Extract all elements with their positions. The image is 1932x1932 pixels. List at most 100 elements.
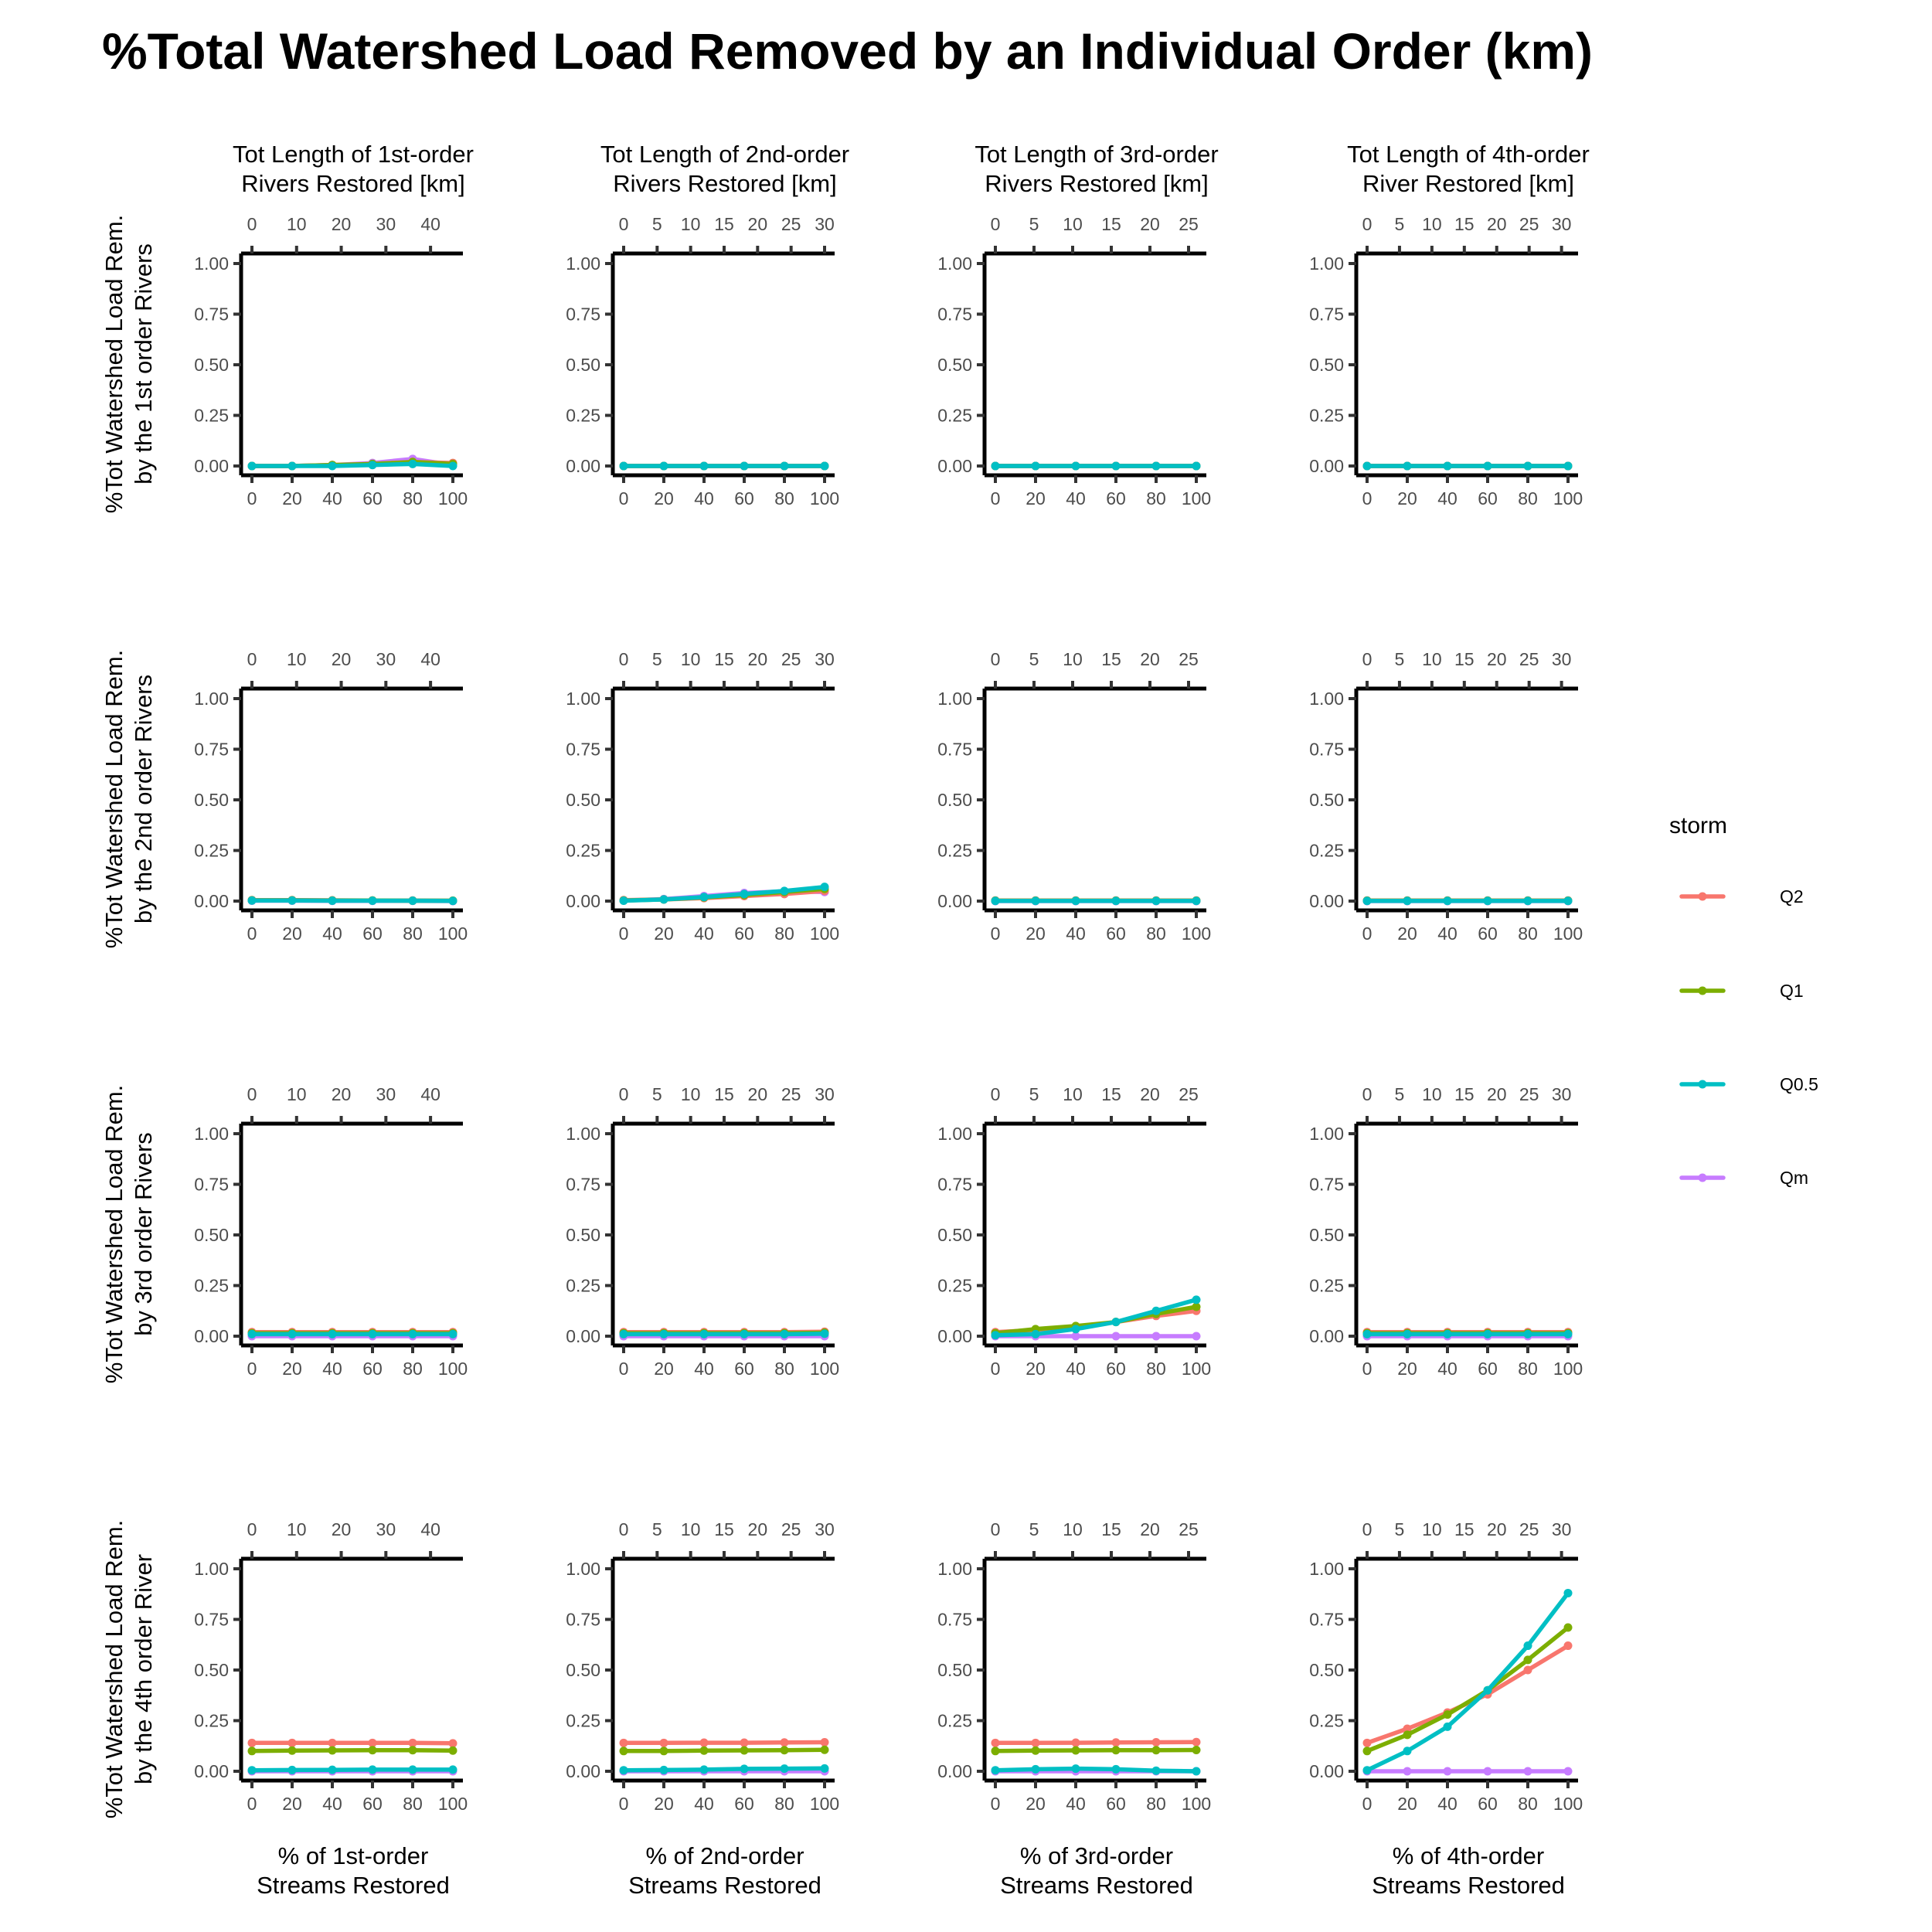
- data-point-Q0-5: [287, 1765, 297, 1774]
- data-point-Q0-5: [1111, 1318, 1121, 1327]
- x-tick-label: 0: [1362, 1359, 1372, 1379]
- data-point-Q2: [991, 1738, 1000, 1747]
- top-tick-label: 20: [1140, 214, 1160, 234]
- x-tick-label: 20: [1397, 488, 1417, 509]
- data-point-Q0-5: [1483, 1329, 1492, 1338]
- data-point-Q1: [740, 1746, 749, 1755]
- data-point-Q2: [247, 1738, 257, 1747]
- legend-label-Q1: Q1: [1780, 981, 1804, 1001]
- top-tick-label: 15: [714, 649, 734, 669]
- y-tick-label: 0.50: [937, 1660, 972, 1680]
- y-tick-label: 0.00: [937, 456, 972, 476]
- data-point-Qm: [1443, 1767, 1452, 1776]
- data-point-Q0-5: [247, 1766, 257, 1775]
- data-point-Q0-5: [328, 1329, 337, 1338]
- data-point-Q0-5: [820, 1329, 829, 1338]
- data-point-Q2: [1403, 1724, 1412, 1733]
- y-axis-title-line2: by the 1st order Rivers: [130, 243, 157, 485]
- data-point-Q0-5: [1192, 1295, 1201, 1304]
- y-tick-label: 0.25: [1309, 1276, 1344, 1296]
- series-line-Q0-5: [621, 1332, 827, 1337]
- x-tick-label: 60: [1106, 1359, 1126, 1379]
- top-tick-label: 15: [714, 1084, 734, 1104]
- x-tick-label: 60: [734, 923, 754, 944]
- y-tick-label: 0.00: [937, 891, 972, 911]
- y-tick-label: 0.50: [1309, 1225, 1344, 1245]
- data-point-Q1: [287, 1746, 297, 1755]
- top-tick-label: 10: [1063, 214, 1083, 234]
- top-tick-label: 15: [1101, 1084, 1121, 1104]
- top-tick-label: 5: [1029, 649, 1039, 669]
- data-point-Q0-5: [368, 896, 377, 905]
- y-tick-label: 1.00: [937, 253, 972, 274]
- x-tick-label: 0: [991, 488, 1001, 509]
- y-tick-label: 0.75: [194, 1610, 229, 1630]
- x-tick-label: 0: [991, 1359, 1001, 1379]
- bottom-axis-title-line2: Streams Restored: [1000, 1872, 1193, 1899]
- top-tick-label: 20: [748, 1084, 768, 1104]
- y-axis-title-line2: by the 4th order River: [130, 1554, 157, 1784]
- top-tick-label: 10: [1422, 1519, 1442, 1539]
- data-point-Q0-5: [699, 1765, 709, 1774]
- y-axis-title-line1: %Tot Watershed Load Rem.: [100, 650, 128, 949]
- data-point-Q0-5: [328, 896, 337, 905]
- x-tick-label: 60: [362, 1794, 383, 1814]
- top-tick-label: 5: [1395, 1084, 1405, 1104]
- y-tick-label: 0.75: [937, 304, 972, 325]
- data-point-Q0-5: [1443, 1722, 1452, 1731]
- x-tick-label: 60: [734, 488, 754, 509]
- data-point-Q0-5: [1483, 1685, 1492, 1695]
- data-point-Q0-5: [1071, 1764, 1080, 1774]
- bottom-axis-title-line1: % of 2nd-order: [645, 1842, 804, 1869]
- series-line-Q1: [621, 1747, 827, 1753]
- y-tick-label: 0.25: [937, 1276, 972, 1296]
- top-tick-label: 15: [1101, 1519, 1121, 1539]
- x-tick-label: 0: [619, 488, 629, 509]
- x-tick-label: 40: [1437, 488, 1458, 509]
- x-tick-label: 40: [1066, 1794, 1086, 1814]
- top-axis-title-line1: Tot Length of 4th-order: [1347, 141, 1590, 168]
- data-point-Q0-5: [780, 1329, 789, 1338]
- bottom-axis-title-line1: % of 1st-order: [278, 1842, 429, 1869]
- top-tick-label: 15: [1101, 214, 1121, 234]
- y-tick-label: 0.25: [937, 1711, 972, 1731]
- x-tick-label: 80: [403, 1794, 423, 1814]
- series-line-Q0-5: [621, 884, 827, 903]
- data-point-Q0-5: [1403, 1747, 1412, 1756]
- bottom-axis-title-line2: Streams Restored: [1372, 1872, 1565, 1899]
- top-tick-label: 0: [1362, 649, 1372, 669]
- data-point-Q2: [1111, 1738, 1121, 1747]
- data-point-Q0-5: [1563, 461, 1573, 471]
- x-tick-label: 40: [322, 923, 342, 944]
- top-tick-label: 25: [781, 214, 801, 234]
- x-tick-label: 40: [694, 1794, 714, 1814]
- data-point-Q0-5: [287, 461, 297, 471]
- x-tick-label: 20: [1397, 923, 1417, 944]
- data-point-Q0-5: [820, 1764, 829, 1773]
- top-tick-label: 40: [420, 1084, 440, 1104]
- top-tick-label: 5: [1029, 214, 1039, 234]
- top-tick-label: 20: [1140, 649, 1160, 669]
- top-tick-label: 25: [1179, 214, 1199, 234]
- data-point-Q0-5: [659, 895, 668, 904]
- top-tick-label: 15: [714, 214, 734, 234]
- top-tick-label: 10: [287, 1084, 307, 1104]
- data-point-Q2: [328, 1738, 337, 1747]
- data-point-Q0-5: [1362, 1766, 1372, 1775]
- bottom-axis-title-line2: Streams Restored: [257, 1872, 450, 1899]
- data-point-Q2: [1192, 1737, 1201, 1747]
- x-tick-label: 40: [1066, 1359, 1086, 1379]
- series-line-Q0-5: [250, 898, 455, 903]
- y-tick-label: 0.75: [566, 1175, 600, 1195]
- y-tick-label: 0.25: [194, 1276, 229, 1296]
- x-tick-label: 20: [654, 488, 674, 509]
- y-tick-label: 1.00: [566, 253, 600, 274]
- y-tick-label: 0.00: [566, 1326, 600, 1346]
- y-tick-label: 0.75: [1309, 740, 1344, 760]
- x-tick-label: 100: [810, 1794, 839, 1814]
- legend-key-point-Q1: [1698, 986, 1707, 995]
- top-tick-label: 5: [652, 1084, 662, 1104]
- x-tick-label: 40: [322, 488, 342, 509]
- x-tick-label: 20: [282, 1359, 302, 1379]
- top-tick-label: 30: [815, 214, 835, 234]
